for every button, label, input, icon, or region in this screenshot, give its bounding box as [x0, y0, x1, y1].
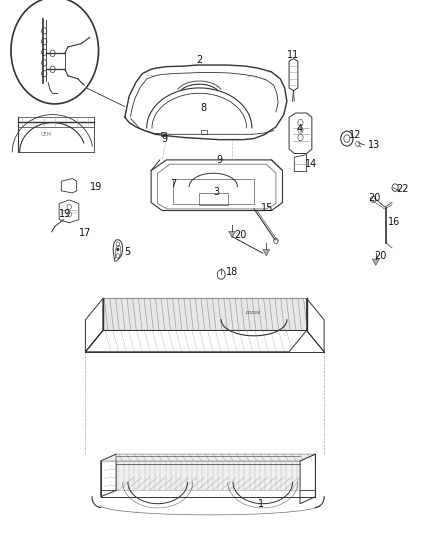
- Text: 16: 16: [388, 217, 400, 227]
- Text: 5: 5: [124, 247, 130, 256]
- Text: OEM: OEM: [40, 132, 52, 137]
- Text: 3: 3: [214, 187, 220, 197]
- Polygon shape: [229, 231, 236, 238]
- Text: 22: 22: [397, 184, 409, 193]
- Text: 14: 14: [305, 159, 317, 169]
- Text: 6: 6: [33, 46, 39, 55]
- Text: 1: 1: [258, 499, 264, 509]
- Polygon shape: [103, 298, 307, 330]
- Text: 11: 11: [287, 51, 300, 60]
- Polygon shape: [101, 454, 315, 461]
- Circle shape: [117, 248, 119, 251]
- Text: 10: 10: [75, 33, 87, 42]
- Text: 20: 20: [234, 230, 246, 239]
- Text: 9: 9: [216, 155, 222, 165]
- Circle shape: [11, 0, 99, 104]
- Text: DODGE: DODGE: [246, 311, 262, 315]
- Text: 15: 15: [261, 203, 273, 213]
- Polygon shape: [372, 259, 379, 265]
- Polygon shape: [263, 249, 270, 256]
- Text: 20: 20: [368, 193, 381, 203]
- Text: 2: 2: [196, 55, 202, 64]
- Text: 19: 19: [59, 209, 71, 219]
- Text: 18: 18: [226, 267, 238, 277]
- Text: 13: 13: [368, 140, 381, 150]
- Text: 8: 8: [201, 103, 207, 112]
- Text: 20: 20: [374, 251, 386, 261]
- Text: 7: 7: [170, 179, 176, 189]
- Text: 4: 4: [297, 124, 303, 134]
- Text: 19: 19: [90, 182, 102, 191]
- Polygon shape: [116, 461, 300, 490]
- Text: 9: 9: [161, 134, 167, 143]
- Text: 17: 17: [79, 229, 92, 238]
- Text: 12: 12: [349, 131, 361, 140]
